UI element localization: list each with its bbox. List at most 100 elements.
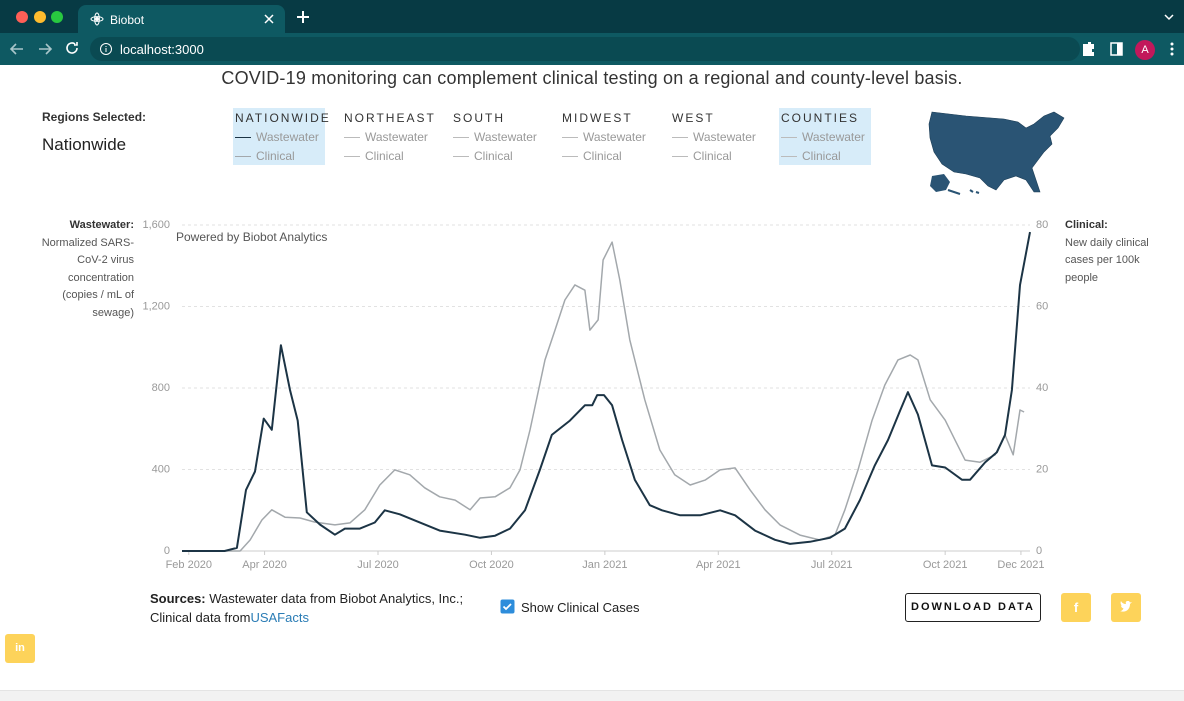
- legend-item: Clinical: [672, 149, 732, 163]
- forward-button[interactable]: [39, 44, 51, 54]
- nav-buttons: [0, 33, 90, 65]
- legend-label: Clinical: [693, 149, 732, 163]
- legend-item: Clinical: [781, 149, 841, 163]
- x-tick-label: Jul 2021: [811, 559, 853, 571]
- download-button[interactable]: DOWNLOAD DATA: [905, 593, 1041, 622]
- legend-label: Clinical: [365, 149, 404, 163]
- legend-label: Wastewater: [802, 130, 865, 144]
- data-line: [182, 232, 1030, 551]
- usafacts-link[interactable]: USAFacts: [250, 610, 309, 625]
- url: localhost:3000: [120, 42, 204, 57]
- region-option[interactable]: MIDWEST Wastewater Clinical: [560, 108, 652, 165]
- x-tick-label: Apr 2021: [696, 559, 741, 571]
- legend-item: Wastewater: [235, 130, 319, 144]
- y2-tick-label: 0: [1036, 545, 1042, 557]
- sources-label: Sources:: [150, 591, 206, 606]
- y2-axis-title: Clinical:: [1065, 219, 1108, 231]
- selected-region: Nationwide: [42, 135, 126, 155]
- maximize-button[interactable]: [51, 11, 63, 23]
- data-line: [182, 242, 1024, 551]
- tab-close[interactable]: [264, 14, 274, 24]
- browser-tab[interactable]: Biobot: [78, 5, 285, 33]
- region-name: NATIONWIDE: [235, 111, 331, 125]
- twitter-button[interactable]: [1111, 593, 1141, 622]
- region-name: WEST: [672, 111, 715, 125]
- close-button[interactable]: [16, 11, 28, 23]
- legend-label: Clinical: [256, 149, 295, 163]
- region-name: NORTHEAST: [344, 111, 436, 125]
- region-option[interactable]: SOUTH Wastewater Clinical: [451, 108, 543, 165]
- profile-avatar[interactable]: A: [1135, 40, 1155, 60]
- y-tick-label: 800: [152, 382, 170, 394]
- legend-swatch: [453, 156, 469, 157]
- back-button[interactable]: [11, 44, 23, 54]
- legend-item: Wastewater: [344, 130, 428, 144]
- legend-swatch: [344, 137, 360, 138]
- y2-tick-label: 40: [1036, 382, 1048, 394]
- legend-item: Clinical: [235, 149, 295, 163]
- new-tab-button[interactable]: [295, 9, 311, 25]
- x-tick-label: Jan 2021: [582, 559, 627, 571]
- subtitle: COVID-19 monitoring can complement clini…: [0, 68, 1184, 89]
- region-name: COUNTIES: [781, 111, 859, 125]
- legend-item: Wastewater: [562, 130, 646, 144]
- legend-label: Wastewater: [583, 130, 646, 144]
- legend-swatch: [235, 156, 251, 157]
- tab-title: Biobot: [110, 13, 144, 27]
- x-tick-label: Jul 2020: [357, 559, 399, 571]
- scrollbar: [0, 690, 1184, 701]
- x-tick-label: Apr 2020: [242, 559, 287, 571]
- region-name: MIDWEST: [562, 111, 633, 125]
- us-map[interactable]: [926, 106, 1071, 198]
- sources: Sources: Wastewater data from Biobot Ana…: [150, 591, 463, 606]
- region-option[interactable]: COUNTIES Wastewater Clinical: [779, 108, 871, 165]
- legend-swatch: [781, 156, 797, 157]
- legend-label: Wastewater: [256, 130, 319, 144]
- facebook-button[interactable]: f: [1061, 593, 1091, 622]
- clinical-checkbox[interactable]: [500, 599, 516, 615]
- y2-tick-label: 20: [1036, 463, 1048, 475]
- region-option[interactable]: NORTHEAST Wastewater Clinical: [342, 108, 434, 165]
- legend-swatch: [672, 137, 688, 138]
- x-tick-label: Dec 2021: [997, 559, 1044, 571]
- legend-item: Clinical: [453, 149, 513, 163]
- legend-label: Wastewater: [693, 130, 756, 144]
- region-name: SOUTH: [453, 111, 505, 125]
- tab-menu[interactable]: [1163, 11, 1175, 23]
- y-axis-description: Normalized SARS-CoV-2 virus concentratio…: [42, 237, 134, 319]
- legend-label: Clinical: [802, 149, 841, 163]
- reload-button[interactable]: [67, 42, 77, 53]
- legend-swatch: [453, 137, 469, 138]
- legend-swatch: [781, 137, 797, 138]
- legend-label: Wastewater: [474, 130, 537, 144]
- info-icon: [99, 42, 113, 56]
- minimize-button[interactable]: [34, 11, 46, 23]
- legend-swatch: [562, 137, 578, 138]
- y2-axis-label: Clinical: New daily clinical cases per 1…: [1065, 217, 1155, 287]
- tab-icon: [90, 12, 104, 26]
- y2-axis-description: New daily clinical cases per 100k people: [1065, 237, 1149, 284]
- twitter-icon: [1119, 601, 1133, 613]
- regions-label: Regions Selected:: [42, 110, 146, 124]
- address-bar[interactable]: localhost:3000: [90, 37, 1080, 61]
- legend-item: Wastewater: [781, 130, 865, 144]
- clinical-source: Clinical data fromUSAFacts: [150, 610, 309, 625]
- legend-item: Clinical: [344, 149, 404, 163]
- y2-tick-label: 60: [1036, 300, 1048, 312]
- legend-label: Clinical: [583, 149, 622, 163]
- y-tick-label: 1,600: [142, 219, 170, 231]
- y-axis-label: Wastewater: Normalized SARS-CoV-2 virus …: [30, 217, 134, 322]
- legend-swatch: [672, 156, 688, 157]
- y-axis-title: Wastewater:: [70, 219, 134, 231]
- x-tick-label: Oct 2020: [469, 559, 514, 571]
- chart-annotation: Powered by Biobot Analytics: [176, 230, 327, 244]
- linkedin-button[interactable]: in: [5, 634, 35, 663]
- menu-icon[interactable]: [1168, 41, 1176, 57]
- sources-text: Wastewater data from Biobot Analytics, I…: [209, 591, 463, 606]
- region-option[interactable]: WEST Wastewater Clinical: [670, 108, 762, 165]
- extensions-icon[interactable]: [1083, 42, 1094, 56]
- checkbox-label[interactable]: Show Clinical Cases: [521, 600, 640, 615]
- y-tick-label: 400: [152, 463, 170, 475]
- region-option[interactable]: NATIONWIDEWastewaterClinical: [233, 108, 325, 165]
